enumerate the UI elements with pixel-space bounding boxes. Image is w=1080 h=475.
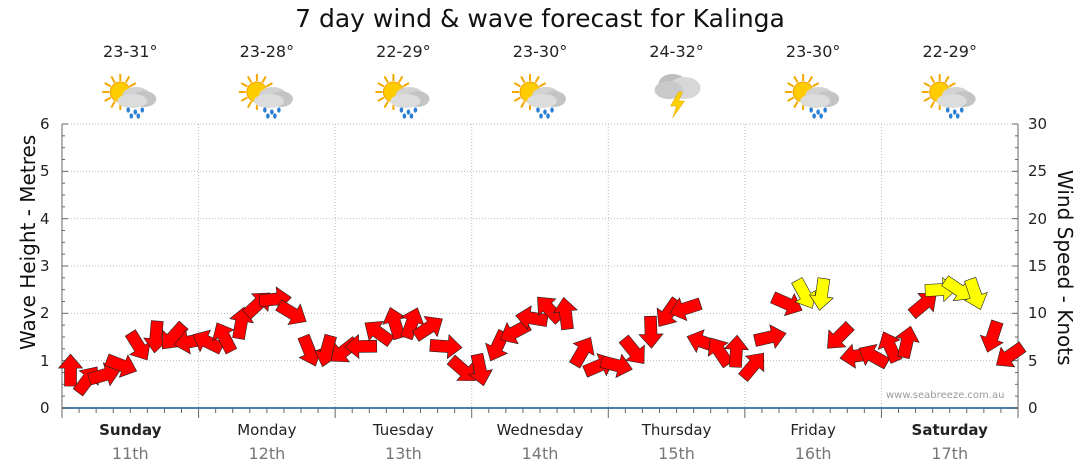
wind-arrow: [707, 337, 734, 369]
temperature-range: 23-30°: [785, 42, 841, 61]
wind-arrow: [552, 296, 578, 331]
wind-arrow: [618, 334, 645, 364]
wind-arrow: [446, 354, 476, 381]
wind-arrow: [192, 329, 225, 355]
temperature-range: 23-31°: [103, 42, 158, 61]
day-label: Tuesday: [372, 421, 434, 439]
wind-arrow: [411, 315, 443, 342]
wind-arrow: [808, 277, 834, 311]
sun-cloud-rain-icon: [921, 74, 976, 119]
wind-arrow: [858, 344, 891, 370]
y-left-tick-label: 1: [40, 351, 50, 370]
day-label: Friday: [790, 421, 836, 439]
day-label: Wednesday: [496, 421, 584, 439]
wind-arrow: [877, 331, 903, 364]
wind-arrow: [827, 321, 855, 349]
y-right-tick-label: 25: [1028, 162, 1048, 181]
wind-arrow: [382, 307, 407, 341]
y-left-tick-label: 4: [40, 209, 50, 228]
wind-arrow: [275, 299, 307, 326]
date-label: 15th: [658, 444, 695, 463]
chart-title: 7 day wind & wave forecast for Kalinga: [295, 4, 785, 33]
sun-cloud-rain-icon: [102, 74, 157, 119]
wind-arrow: [143, 320, 169, 354]
y-right-tick-label: 15: [1028, 257, 1048, 275]
y-left-tick-label: 5: [40, 162, 50, 181]
day-label: Monday: [237, 421, 297, 439]
y-left-tick-label: 2: [40, 304, 50, 323]
wind-arrow: [212, 322, 238, 355]
temperature-range: 22-29°: [376, 42, 431, 61]
wind-arrow: [429, 333, 463, 360]
wind-arrow: [569, 336, 595, 369]
wind-arrow: [895, 325, 920, 360]
wind-arrow: [995, 341, 1027, 368]
y-right-tick-label: 10: [1028, 304, 1048, 323]
wind-arrow: [364, 321, 395, 347]
temperature-range: 22-29°: [922, 42, 977, 61]
wind-arrow: [400, 307, 425, 341]
day-label: Saturday: [911, 421, 988, 439]
sun-cloud-rain-icon: [238, 74, 293, 119]
wind-arrow: [979, 319, 1004, 353]
temperature-range: 24-32°: [649, 42, 704, 61]
wind-arrow: [104, 353, 138, 378]
thunderstorm-icon: [654, 74, 701, 119]
temperature-range: 23-30°: [512, 42, 568, 61]
day-label: Thursday: [641, 421, 712, 439]
y-right-tick-label: 20: [1028, 209, 1048, 228]
y-right-tick-label: 5: [1028, 351, 1038, 370]
wind-arrow: [723, 334, 750, 368]
date-label: 13th: [385, 444, 422, 463]
wind-arrow: [669, 297, 703, 322]
y-left-tick-label: 0: [40, 399, 50, 417]
temperature-range: 23-28°: [239, 42, 295, 61]
date-label: 14th: [521, 444, 559, 463]
y-left-tick-label: 6: [40, 115, 50, 133]
wind-arrow: [344, 333, 378, 360]
date-label: 12th: [248, 444, 286, 463]
sun-cloud-rain-icon: [375, 74, 430, 119]
y-left-tick-label: 3: [40, 257, 50, 275]
wind-arrow: [124, 329, 151, 361]
wind-arrow: [515, 305, 549, 331]
date-label: 17th: [931, 444, 969, 463]
y-right-tick-label: 0: [1028, 399, 1038, 417]
wind-arrow: [537, 296, 565, 325]
sun-cloud-rain-icon: [512, 74, 566, 119]
wind-arrow: [963, 276, 988, 310]
wind-arrow: [468, 352, 493, 387]
wind-arrow: [738, 352, 765, 382]
sun-cloud-rain-icon: [785, 74, 840, 119]
wind-arrow: [499, 319, 532, 345]
y-right-tick-label: 30: [1028, 115, 1048, 133]
date-label: 16th: [794, 444, 832, 463]
wind-arrow: [753, 324, 787, 349]
credit-watermark: www.seabreeze.com.au: [886, 390, 1005, 401]
day-label: Sunday: [99, 421, 162, 439]
date-label: 11th: [111, 444, 149, 463]
wind-arrow: [638, 315, 664, 349]
wind-arrow: [599, 353, 633, 379]
wind-arrow: [57, 353, 84, 387]
